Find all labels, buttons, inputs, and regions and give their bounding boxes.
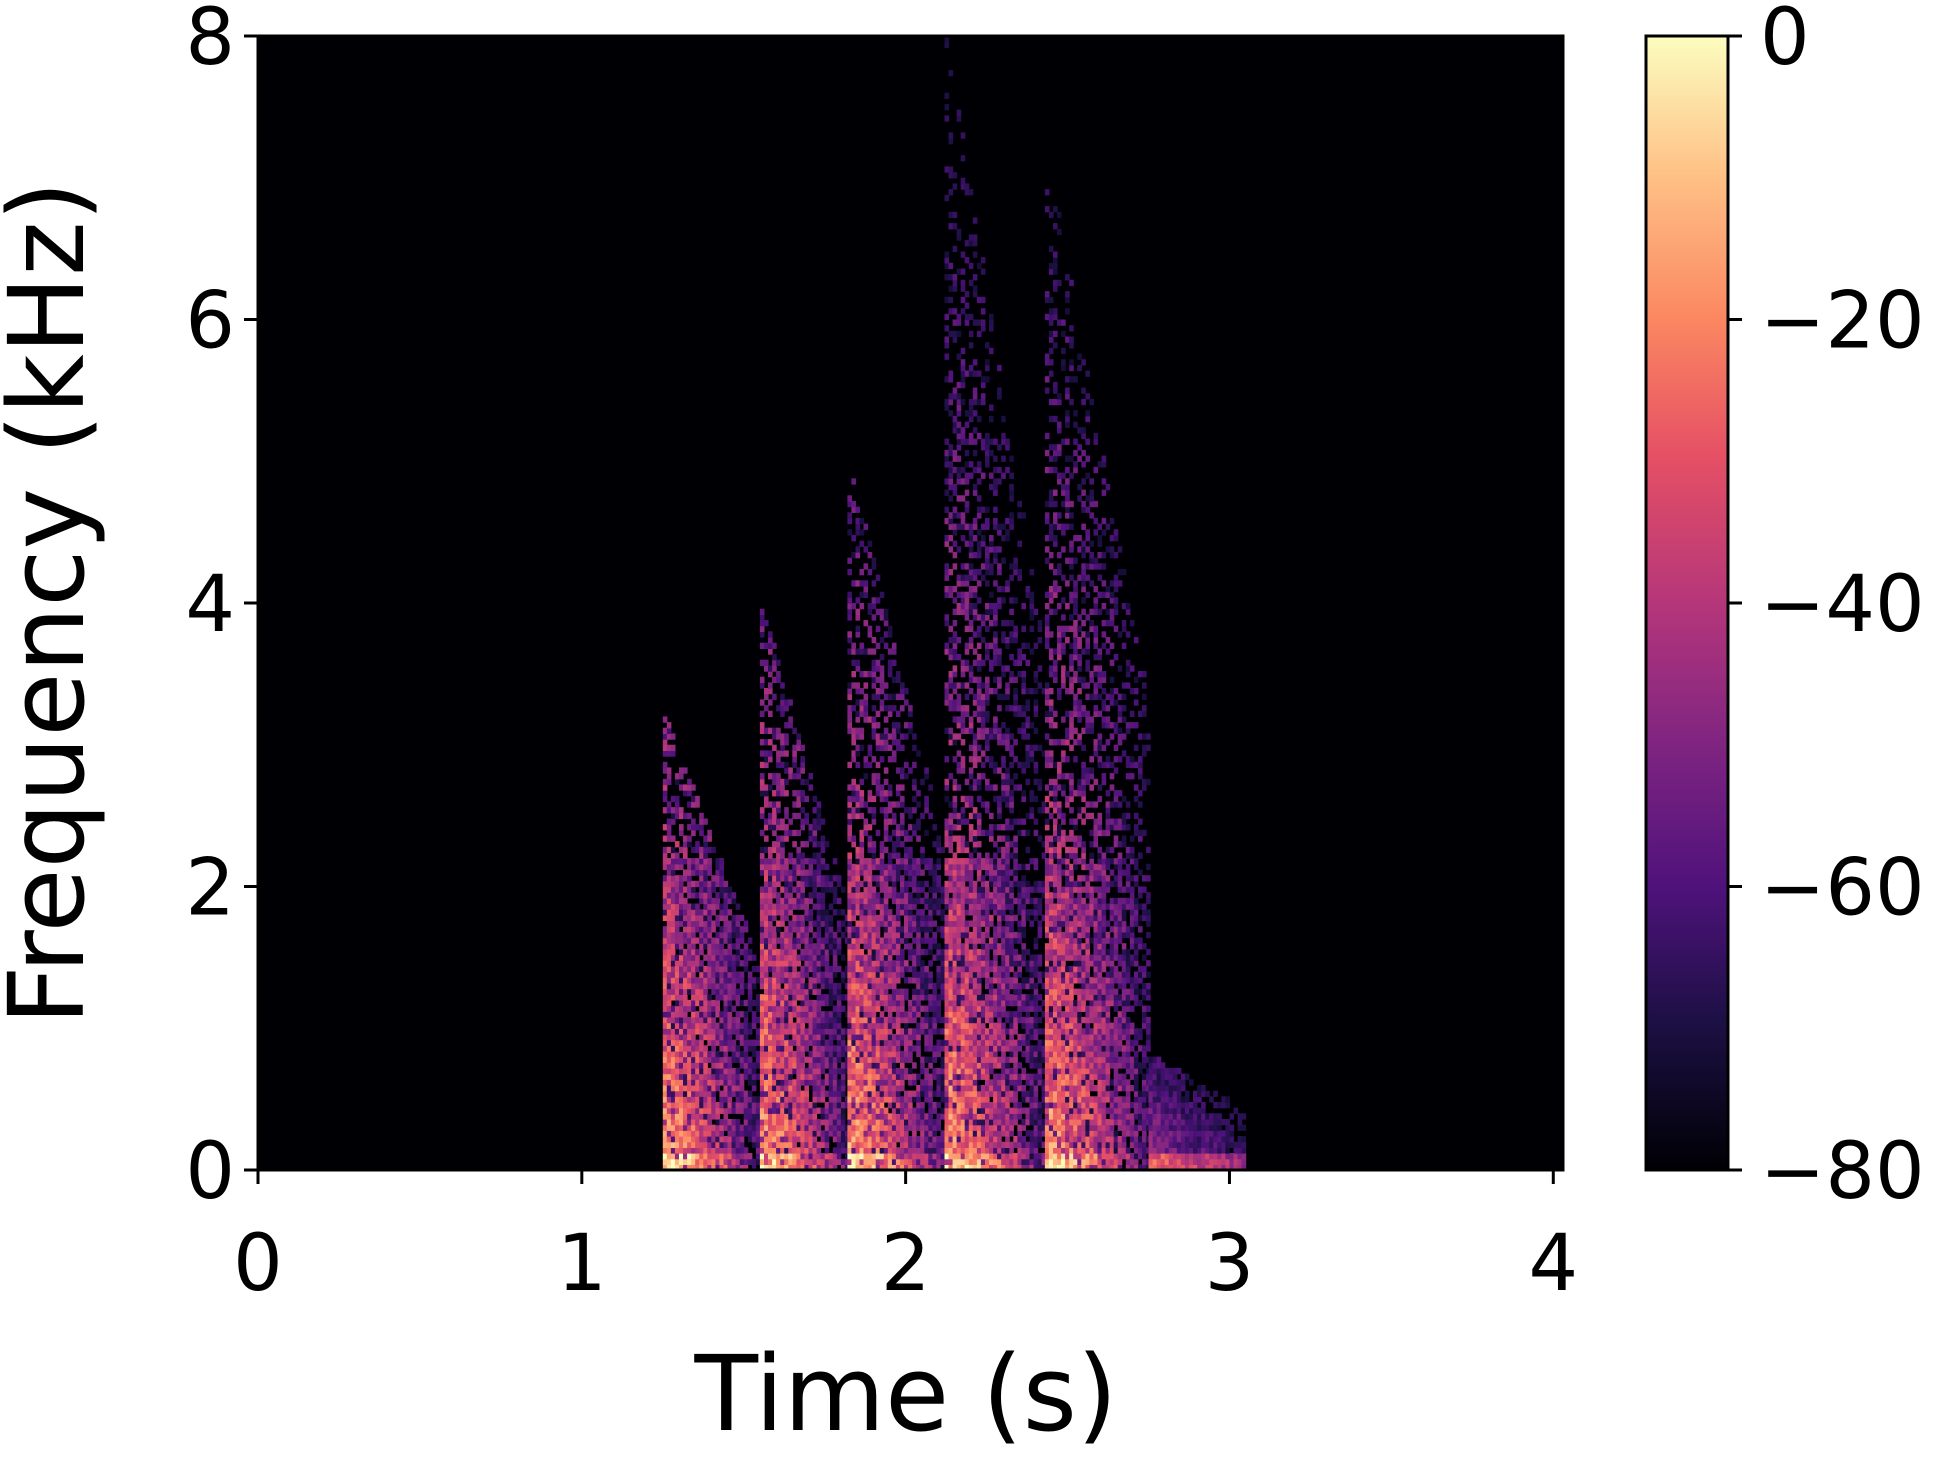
y-axis-label: Frequency (kHz) xyxy=(0,181,108,1026)
y-tick-label: 8 xyxy=(185,0,235,83)
x-axis: 0 1 2 3 4 xyxy=(233,1170,1578,1309)
x-axis-label: Time (s) xyxy=(694,1333,1118,1455)
colorbar xyxy=(1644,34,1730,1172)
x-tick-label: 2 xyxy=(881,1219,931,1309)
y-tick-label: 0 xyxy=(185,1127,235,1217)
x-tick-label: 1 xyxy=(557,1219,607,1309)
y-tick-label: 4 xyxy=(185,560,235,650)
x-tick-label: 0 xyxy=(233,1219,283,1309)
colorbar-tick-label: −60 xyxy=(1760,844,1925,934)
y-axis: 0 2 4 6 8 xyxy=(185,0,258,1217)
y-tick-label: 6 xyxy=(185,277,235,367)
spectrogram-heatmap xyxy=(662,36,1247,1170)
colorbar-tick-label: −80 xyxy=(1760,1127,1925,1217)
x-tick-label: 3 xyxy=(1205,1219,1255,1309)
x-tick-label: 4 xyxy=(1528,1219,1578,1309)
colorbar-tick-label: −20 xyxy=(1760,277,1925,367)
colorbar-tick-label: 0 xyxy=(1760,0,1810,83)
y-tick-label: 2 xyxy=(185,844,235,934)
colorbar-tick-label: −40 xyxy=(1760,560,1925,650)
colorbar-axis: 0 −20 −40 −60 −80 xyxy=(1728,0,1925,1217)
